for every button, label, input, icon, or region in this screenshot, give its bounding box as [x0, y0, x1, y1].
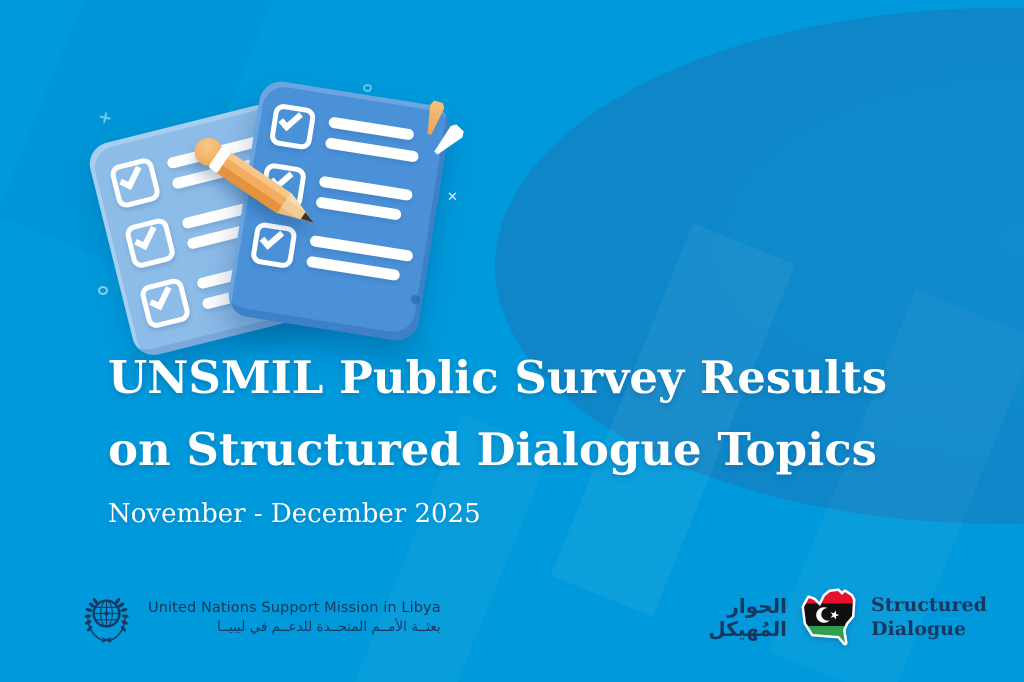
cross-decoration-icon: ✕ — [447, 190, 458, 205]
check-mark-icon — [134, 223, 157, 251]
libya-flag-map-icon — [801, 588, 856, 646]
check-mark-icon — [119, 163, 142, 191]
checkbox-icon — [138, 276, 192, 330]
checkbox-icon — [268, 102, 317, 151]
title-line-1: UNSMIL Public Survey Results — [108, 351, 888, 404]
ring-decoration-icon — [98, 286, 108, 295]
check-mark-icon — [259, 226, 285, 251]
checkbox-icon — [249, 221, 298, 270]
checklist-card-front-icon — [225, 78, 453, 344]
unsmil-logo-lockup: United Nations Support Mission in Libya … — [78, 590, 441, 646]
checklist-row — [249, 221, 415, 288]
checkbox-icon — [108, 156, 162, 210]
checkbox-icon — [123, 216, 177, 270]
text-lines — [315, 175, 423, 224]
hero-text-block: UNSMIL Public Survey Results on Structur… — [108, 342, 887, 530]
text-lines — [324, 116, 433, 164]
ring-decoration-icon — [363, 84, 372, 92]
sd-arabic-line-2: المُهيكل — [708, 617, 787, 641]
checklist-row — [268, 102, 434, 170]
sd-english-line-1: Structured — [871, 594, 987, 617]
page-title: UNSMIL Public Survey Results on Structur… — [108, 342, 887, 486]
check-mark-icon — [278, 107, 304, 132]
unsmil-name-block: United Nations Support Mission in Libya … — [148, 599, 441, 637]
subtitle-date-range: November - December 2025 — [108, 499, 481, 529]
structured-dialogue-name-english: Structured Dialogue — [871, 594, 987, 642]
structured-dialogue-name-arabic: الحوار المُهيكل — [699, 595, 787, 641]
text-lines — [305, 234, 414, 283]
survey-checklist-illustration: + ✕ — [0, 0, 520, 360]
unsmil-name-arabic: بعثــة الأمــم المتحــدة للدعــم في ليبي… — [216, 618, 441, 635]
title-line-2: on Structured Dialogue Topics — [108, 423, 877, 476]
sd-arabic-line-1: الحوار — [727, 594, 787, 618]
dot-decoration-icon — [411, 295, 420, 304]
sd-english-line-2: Dialogue — [871, 618, 967, 640]
unsmil-name-english: United Nations Support Mission in Libya — [148, 599, 441, 616]
plus-decoration-icon: + — [96, 106, 115, 130]
structured-dialogue-logo-lockup: الحوار المُهيكل Structured Dialogue — [699, 586, 987, 650]
un-emblem-icon — [84, 598, 129, 643]
check-mark-icon — [149, 283, 172, 311]
